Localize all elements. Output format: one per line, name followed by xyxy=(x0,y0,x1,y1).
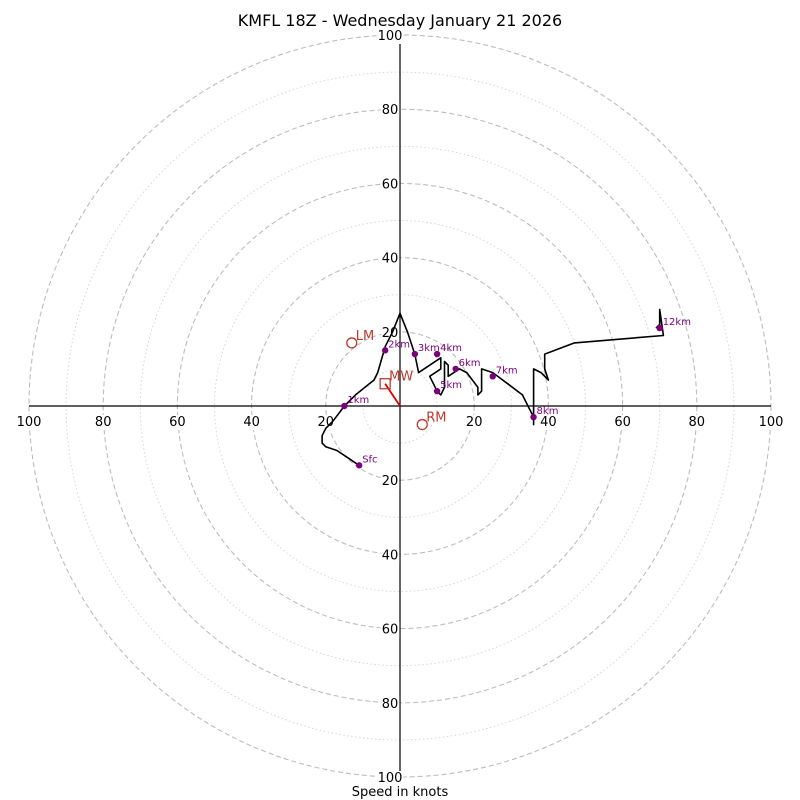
tick-label-bg xyxy=(15,415,43,430)
tick-label-bg xyxy=(380,177,400,193)
wind-profile xyxy=(321,308,665,467)
x-tick-label: 40 xyxy=(243,415,260,430)
y-tick-label: 20 xyxy=(382,474,399,489)
x-axis-label: Speed in knots xyxy=(352,785,449,800)
storm-marker-lm xyxy=(346,337,358,349)
storm-label-mw: MW xyxy=(389,370,413,385)
x-tick-label: 20 xyxy=(466,415,483,430)
tick-label-bg xyxy=(380,474,400,490)
height-marker-label: 2km xyxy=(388,339,410,350)
tick-label-bg xyxy=(380,696,400,712)
tick-label-bg xyxy=(380,251,400,267)
x-tick-label: 100 xyxy=(17,415,42,430)
y-tick-label: 40 xyxy=(382,548,399,563)
height-marker-dot xyxy=(355,462,363,469)
y-tick-label: 40 xyxy=(382,252,399,267)
height-marker-label: 6km xyxy=(459,358,481,369)
height-marker-dot xyxy=(489,373,496,380)
y-tick-label: 100 xyxy=(378,771,403,786)
height-marker-label: 12km xyxy=(663,317,691,328)
x-tick-label: 60 xyxy=(614,415,631,430)
height-markers: Sfc 1km 2km 3km 4km 5km 6km 7km 8km 12km xyxy=(341,317,691,469)
height-marker-label: 3km xyxy=(418,343,440,354)
chart-title: KMFL 18Z - Wednesday January 21 2026 xyxy=(238,11,562,30)
height-marker-dot xyxy=(530,413,537,421)
height-marker-label: Sfc xyxy=(362,454,377,465)
height-marker-dot xyxy=(433,350,441,358)
tick-labels: 1001008080606040402020202040406060808010… xyxy=(15,29,785,786)
storm-label-rm: RM xyxy=(426,411,446,426)
tick-label-bg xyxy=(168,415,187,430)
tick-label-bg xyxy=(376,771,404,786)
y-tick-label: 80 xyxy=(382,103,399,118)
wind-profile-line xyxy=(321,308,665,467)
y-tick-label: 60 xyxy=(382,623,399,638)
y-tick-label: 80 xyxy=(382,697,399,712)
tick-label-bg xyxy=(380,103,400,119)
tick-label-bg xyxy=(93,415,113,430)
height-marker-dot xyxy=(381,347,389,354)
tick-label-bg xyxy=(539,415,558,430)
height-marker-dot xyxy=(433,387,441,395)
tick-label-bg xyxy=(757,415,785,430)
storm-label-lm: LM xyxy=(356,329,374,344)
x-tick-label: 60 xyxy=(169,415,186,430)
height-marker-label: 5km xyxy=(440,380,462,391)
tick-label-bg xyxy=(380,325,400,341)
height-marker-label: 1km xyxy=(347,395,369,406)
x-tick-label: 20 xyxy=(318,415,335,430)
height-marker-dot xyxy=(411,350,419,358)
x-tick-label: 40 xyxy=(540,415,557,430)
tick-label-bg xyxy=(380,548,400,564)
tick-label-bg xyxy=(316,415,336,430)
storm-marker-rm xyxy=(416,418,428,431)
tick-label-bg xyxy=(242,415,261,430)
tick-label-bg xyxy=(376,29,404,44)
height-marker-dot xyxy=(341,402,348,410)
y-tick-label: 60 xyxy=(382,177,399,192)
storm-marker-mw xyxy=(379,378,391,390)
height-marker-label: 4km xyxy=(440,343,462,354)
tick-label-bg xyxy=(613,415,632,430)
height-marker-label: 8km xyxy=(537,406,559,417)
mean-wind-vector-line xyxy=(384,383,401,407)
mean-wind-vector xyxy=(384,383,401,407)
tick-label-bg xyxy=(464,415,484,430)
x-tick-label: 100 xyxy=(759,415,784,430)
storm-motion-markers: LM MW RM xyxy=(346,329,447,431)
y-tick-label: 100 xyxy=(378,29,403,44)
x-tick-label: 80 xyxy=(689,415,706,430)
tick-label-bg xyxy=(380,622,400,638)
tick-label-bg xyxy=(687,415,707,430)
height-marker-dot xyxy=(452,365,459,373)
x-tick-label: 80 xyxy=(95,415,112,430)
height-marker-label: 7km xyxy=(496,365,518,376)
height-marker-dot xyxy=(656,324,663,332)
